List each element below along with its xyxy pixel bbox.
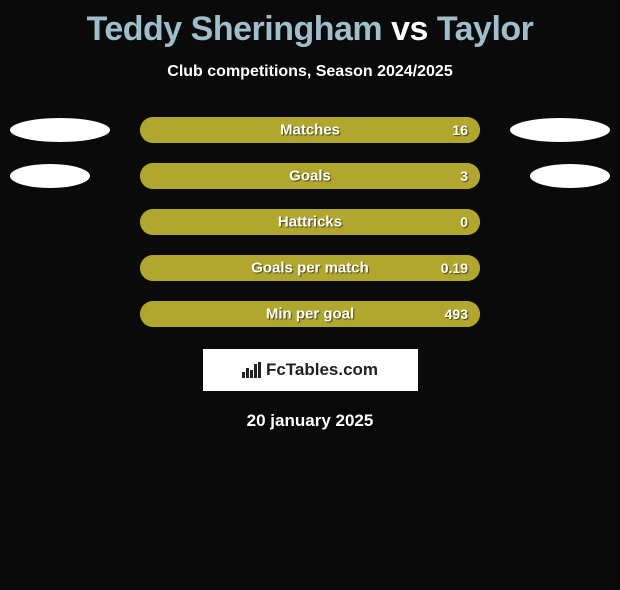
stat-value-right: 0 (460, 214, 468, 230)
stat-bar: Matches (140, 117, 480, 143)
stat-row: Goals per match 0.19 (0, 255, 620, 281)
stat-value-right: 3 (460, 168, 468, 184)
stats-container: Matches 16 Goals 3 Hattricks 0 Goals per match… (0, 117, 620, 327)
stat-bar: Min per goal (140, 301, 480, 327)
stat-row: Min per goal 493 (0, 301, 620, 327)
stat-label: Goals (289, 168, 331, 185)
chart-icon (242, 362, 262, 378)
stat-bar: Goals per match (140, 255, 480, 281)
logo-text: FcTables.com (266, 360, 378, 380)
logo-content: FcTables.com (242, 360, 378, 380)
subtitle: Club competitions, Season 2024/2025 (0, 63, 620, 81)
stat-label: Matches (280, 122, 340, 139)
stat-row: Goals 3 (0, 163, 620, 189)
vs-text: vs (391, 10, 428, 48)
stat-value-right: 16 (452, 122, 468, 138)
stat-ellipse-right (530, 164, 610, 188)
stat-label: Hattricks (278, 214, 342, 231)
stat-bar: Hattricks (140, 209, 480, 235)
stat-row: Hattricks 0 (0, 209, 620, 235)
player1-name: Teddy Sheringham (87, 10, 383, 48)
stat-ellipse-left (10, 164, 90, 188)
stat-ellipse-right (510, 118, 610, 142)
fctables-logo[interactable]: FcTables.com (203, 349, 418, 391)
date-text: 20 january 2025 (0, 411, 620, 431)
stat-row: Matches 16 (0, 117, 620, 143)
stat-value-right: 493 (445, 306, 468, 322)
stat-label: Goals per match (251, 260, 369, 277)
stat-bar: Goals (140, 163, 480, 189)
player2-name: Taylor (437, 10, 534, 48)
comparison-title: Teddy Sheringham vs Taylor (0, 10, 620, 49)
stat-ellipse-left (10, 118, 110, 142)
stat-label: Min per goal (266, 306, 354, 323)
stat-value-right: 0.19 (441, 260, 468, 276)
